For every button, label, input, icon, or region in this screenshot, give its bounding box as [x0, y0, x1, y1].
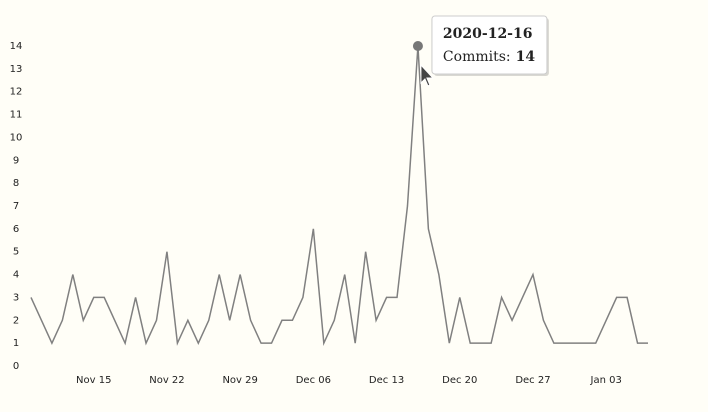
y-tick-label: 10	[10, 132, 23, 143]
y-tick-label: 9	[13, 155, 19, 166]
y-tick-label: 2	[13, 315, 19, 326]
tooltip-label: Commits:	[443, 49, 511, 65]
y-tick-label: 12	[10, 87, 23, 98]
y-tick-label: 5	[13, 247, 19, 258]
tooltip-date: 2020-12-16	[443, 26, 533, 42]
y-tick-label: 13	[10, 64, 23, 75]
cursor	[420, 63, 435, 87]
x-tick-label: Nov 15	[76, 375, 111, 386]
tooltip-value: Commits: 14	[443, 49, 535, 65]
line	[30, 45, 648, 347]
tooltip: 2020-12-16 Commits: 14	[431, 15, 549, 76]
x-tick-label: Nov 22	[149, 375, 184, 386]
y-tick-label: 4	[13, 270, 19, 281]
y-tick-label: 6	[13, 224, 19, 235]
y-tick-label: 8	[13, 178, 19, 189]
y-tick-label: 3	[13, 292, 19, 303]
y-tick-label: 11	[10, 110, 23, 121]
tooltip-number: 14	[516, 49, 536, 65]
x-tick-label: Nov 29	[222, 375, 257, 386]
hover-point	[412, 41, 423, 51]
x-tick-label: Dec 20	[442, 375, 477, 386]
y-tick-label: 1	[13, 338, 19, 349]
x-tick-label: Dec 13	[369, 375, 404, 386]
tooltip-box	[431, 15, 548, 75]
x-tick-label: Dec 06	[296, 375, 331, 386]
y-tick-label: 7	[13, 201, 19, 212]
x-tick-label: Jan 03	[590, 375, 622, 386]
x-tick-label: Dec 27	[515, 375, 550, 386]
y-tick-label: 0	[13, 361, 19, 372]
y-tick-label: 14	[10, 41, 23, 52]
